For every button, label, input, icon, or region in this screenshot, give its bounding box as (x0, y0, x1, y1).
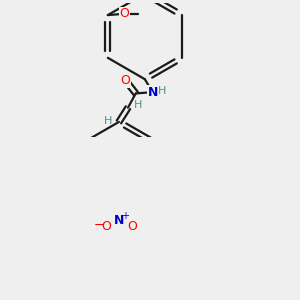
Text: −: − (94, 219, 104, 232)
Text: O: O (120, 7, 130, 20)
Text: +: + (121, 211, 129, 221)
Text: O: O (101, 220, 111, 233)
Text: N: N (114, 214, 124, 227)
Text: O: O (127, 220, 137, 233)
Text: H: H (134, 100, 142, 110)
Text: H: H (104, 116, 113, 126)
Text: O: O (121, 74, 130, 87)
Text: H: H (158, 86, 166, 96)
Text: N: N (147, 85, 158, 99)
